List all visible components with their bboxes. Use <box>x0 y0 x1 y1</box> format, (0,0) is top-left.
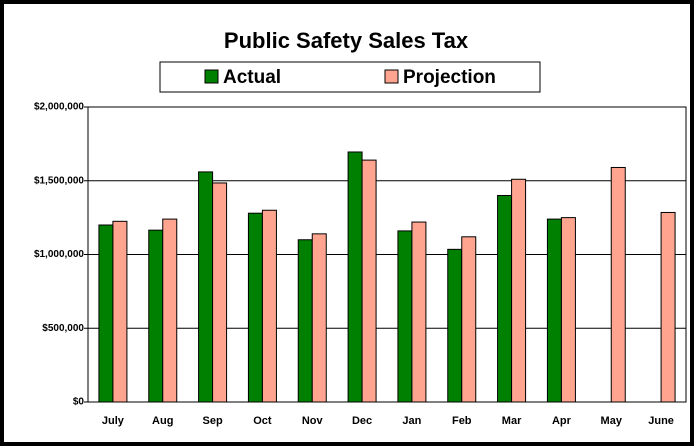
bar <box>98 224 114 403</box>
x-tick-label: Oct <box>253 415 272 427</box>
bar <box>411 221 427 403</box>
y-tick-label: $500,000 <box>42 323 84 334</box>
bar <box>560 217 576 403</box>
bar <box>297 239 313 403</box>
bar <box>212 182 228 403</box>
legend-box <box>159 61 541 93</box>
bar <box>660 211 676 403</box>
x-tick-label: Mar <box>502 415 522 427</box>
bar <box>311 233 327 403</box>
x-tick-label: July <box>102 415 125 427</box>
bar <box>447 248 463 403</box>
x-tick-label: June <box>648 415 674 427</box>
y-tick-label: $0 <box>73 397 85 408</box>
bar <box>361 159 377 403</box>
bar <box>198 171 214 403</box>
x-tick-label: May <box>601 415 623 427</box>
bar <box>247 212 263 403</box>
legend-label: Projection <box>403 67 496 88</box>
bar <box>261 209 277 403</box>
bar <box>610 166 626 403</box>
bar <box>397 230 413 403</box>
x-tick-label: Apr <box>552 415 572 427</box>
x-tick-label: Feb <box>452 415 472 427</box>
y-tick-label: $1,500,000 <box>34 175 84 186</box>
y-tick-label: $1,000,000 <box>34 249 84 260</box>
legend-swatch <box>204 69 219 84</box>
bar <box>347 151 363 403</box>
bar <box>546 218 562 403</box>
x-tick-label: Jan <box>402 415 421 427</box>
x-tick-label: Aug <box>152 415 173 427</box>
x-tick-label: Sep <box>202 415 222 427</box>
bar <box>497 195 513 403</box>
legend-swatch <box>384 69 399 84</box>
x-tick-label: Nov <box>302 415 324 427</box>
bar <box>162 218 178 403</box>
x-tick-label: Dec <box>352 415 372 427</box>
bar <box>148 229 164 403</box>
bar <box>112 220 128 403</box>
chart-title: Public Safety Sales Tax <box>224 28 469 53</box>
bar <box>511 178 527 403</box>
bar <box>461 236 477 403</box>
legend-label: Actual <box>223 67 281 88</box>
y-tick-label: $2,000,000 <box>34 102 84 113</box>
